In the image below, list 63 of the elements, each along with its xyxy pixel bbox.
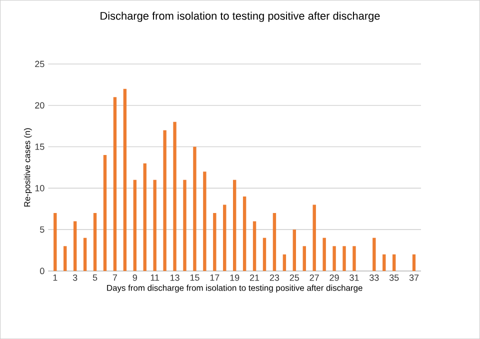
bar [392,254,396,271]
y-tick-label: 0 [40,268,44,274]
chart-title: Discharge from isolation to testing positive after discharge [100,12,380,22]
x-tick-label: 21 [250,274,260,281]
bar [292,230,296,271]
bar [103,155,107,271]
x-tick-label: 3 [72,274,78,281]
bar [64,246,67,271]
bar [262,238,266,271]
bar [252,221,256,271]
bar [93,212,97,271]
bar [173,122,176,271]
y-axis-title: Re-positive cases (n) [24,128,32,206]
bar [223,204,226,271]
bar [372,238,376,271]
bar [123,88,127,271]
bar [133,180,136,271]
x-tick-label: 27 [310,274,319,281]
x-tick-label: 17 [210,274,220,281]
bar [113,97,117,271]
bar [203,172,206,271]
bar [282,254,286,271]
bar [272,212,276,271]
x-axis-title: Days from discharge from isolation to testing positive after discharge [107,284,362,292]
bar [242,196,246,271]
x-tick-label: 11 [150,274,160,281]
bar [302,246,306,271]
y-tick-label: 10 [35,184,44,192]
x-tick-label: 31 [350,274,359,281]
bar [412,254,416,271]
bar [54,212,57,271]
x-tick-label: 25 [290,274,300,281]
x-tick-label: 37 [409,274,419,281]
y-tick-label: 5 [40,226,44,233]
x-tick-label: 19 [230,274,240,281]
bar [83,238,87,271]
bar [183,180,186,271]
bar [193,146,196,271]
x-tick-label: 29 [330,274,339,281]
x-tick-label: 5 [92,274,98,281]
x-tick-label: 15 [190,274,200,281]
bar [322,238,326,271]
x-tick-label: 7 [112,274,117,281]
bar [143,163,146,271]
bar [153,180,156,271]
bar [382,254,386,271]
bar [352,246,356,271]
bar [332,246,336,271]
x-tick-label: 23 [270,274,280,281]
x-tick-label: 9 [132,274,137,281]
bar [342,246,346,271]
bar [312,204,316,271]
x-tick-label: 33 [370,274,379,281]
y-tick-label: 20 [35,102,44,109]
bar [73,221,77,271]
y-tick-label: 25 [35,60,44,68]
bar [232,180,236,271]
bar [213,212,216,271]
x-tick-label: 35 [389,274,399,281]
bar [163,130,166,271]
x-tick-label: 1 [53,274,58,281]
x-tick-label: 13 [170,274,180,281]
y-tick-label: 15 [35,144,44,150]
